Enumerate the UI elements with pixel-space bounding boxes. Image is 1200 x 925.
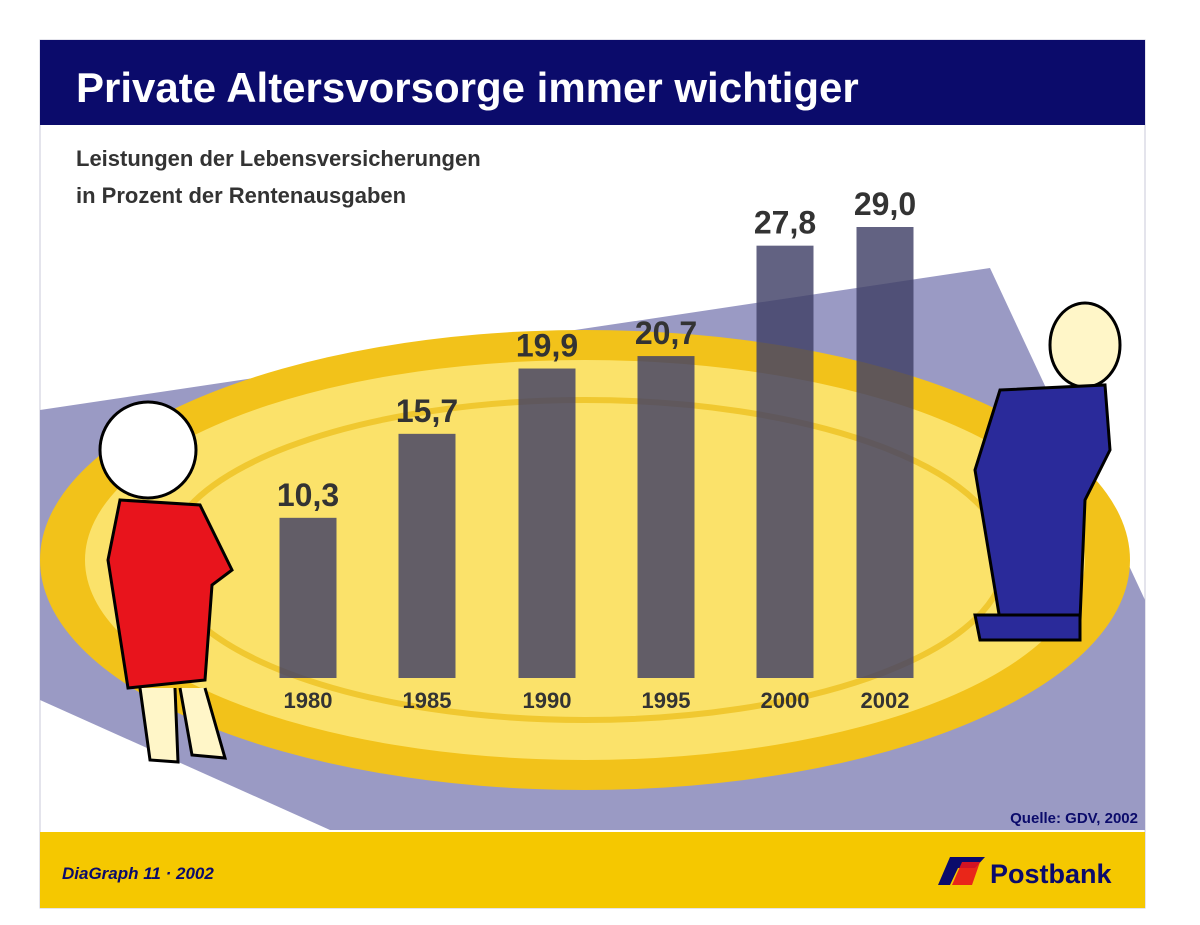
bar (279, 517, 337, 678)
x-tick-label: 1985 (403, 688, 452, 713)
subtitle: in Prozent der Rentenausgaben (76, 183, 406, 208)
logo-mark (938, 857, 985, 885)
value-label: 29,0 (854, 186, 916, 222)
bar (637, 356, 695, 678)
bar (856, 227, 914, 678)
header-band (40, 40, 1145, 125)
bar (518, 368, 576, 678)
x-tick-label: 1990 (523, 688, 572, 713)
x-tick-label: 2002 (861, 688, 910, 713)
value-label: 15,7 (396, 393, 458, 429)
value-label: 20,7 (635, 315, 697, 351)
woman-figure (98, 400, 234, 764)
man-figure (973, 301, 1122, 642)
chart-title: Private Altersvorsorge immer wichtiger (76, 64, 859, 111)
value-label: 27,8 (754, 205, 816, 241)
value-label: 10,3 (277, 477, 339, 513)
value-label: 19,9 (516, 328, 578, 364)
x-tick-label: 2000 (761, 688, 810, 713)
subtitle: Leistungen der Lebensversicherungen (76, 146, 481, 171)
coin-face (85, 360, 1085, 760)
logo-text: Postbank (990, 859, 1113, 889)
bar (756, 245, 814, 679)
footer-text: DiaGraph 11 · 2002 (62, 864, 214, 883)
source: Quelle: GDV, 2002 (1010, 810, 1138, 827)
x-tick-label: 1995 (642, 688, 691, 713)
x-tick-label: 1980 (284, 688, 333, 713)
bar (398, 433, 456, 678)
